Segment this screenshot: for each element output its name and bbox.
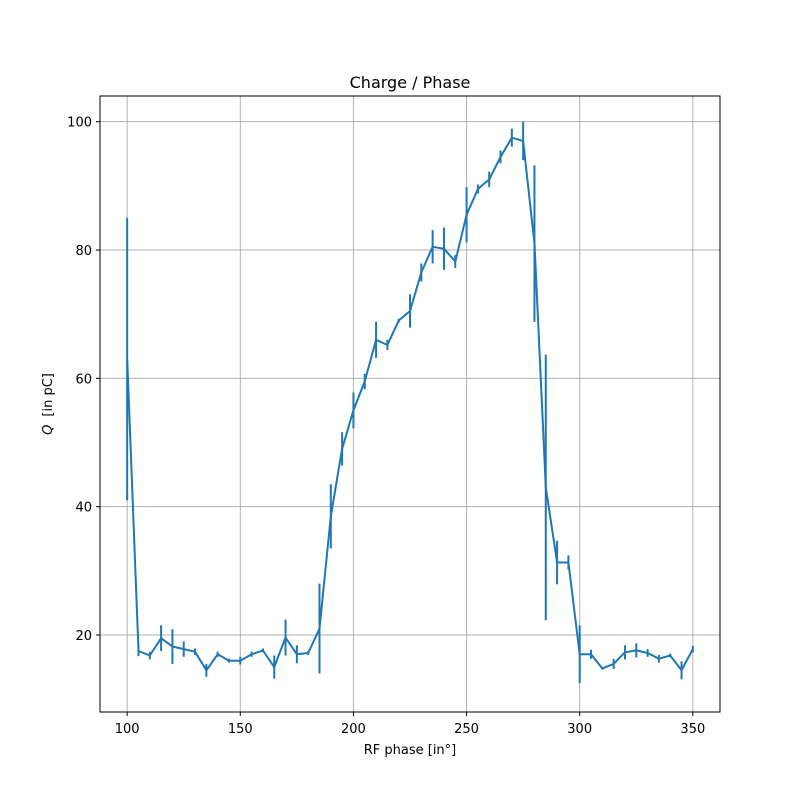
x-tick-label: 150	[228, 722, 253, 737]
y-tick-label: 80	[75, 244, 92, 259]
x-tick-label: 200	[341, 722, 366, 737]
series-line	[126, 136, 694, 672]
data-series	[126, 136, 694, 672]
grid	[100, 96, 720, 712]
x-axis: 100 150 200 250 300 350	[115, 712, 705, 737]
plot-frame	[99, 95, 721, 713]
x-tick-label: 300	[567, 722, 592, 737]
y-axis-symbol: Q	[41, 425, 56, 435]
y-tick-label: 40	[75, 501, 92, 516]
y-tick-label: 60	[75, 372, 92, 387]
y-axis: 20 40 60 80 100	[67, 116, 100, 644]
chart-title: Charge / Phase	[350, 73, 471, 92]
x-tick-label: 100	[115, 722, 140, 737]
x-axis-label: RF phase [in°]	[364, 743, 457, 758]
y-tick-label: 20	[75, 629, 92, 644]
x-tick-label: 250	[454, 722, 479, 737]
y-axis-unit: [in pC]	[41, 373, 56, 416]
y-axis-label: Q [in pC]	[41, 373, 56, 435]
y-tick-label: 100	[67, 116, 92, 131]
error-bars	[126, 121, 694, 684]
x-tick-label: 350	[680, 722, 705, 737]
